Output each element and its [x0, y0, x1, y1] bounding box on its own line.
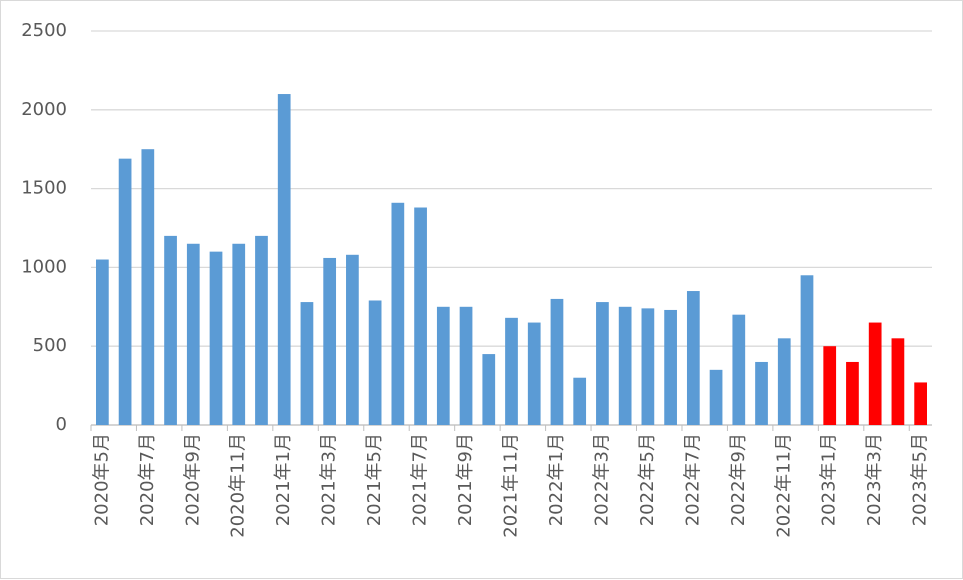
x-tick-label: 2022年3月	[591, 433, 612, 526]
bar	[846, 361, 859, 425]
x-tick-label: 2020年5月	[91, 433, 112, 526]
bar	[573, 377, 587, 425]
bar	[277, 94, 291, 425]
x-tick-label: 2020年11月	[228, 433, 249, 538]
bar	[323, 257, 337, 425]
bar	[664, 309, 677, 425]
bar	[823, 346, 837, 425]
bar	[596, 302, 609, 425]
x-tick-label: 2023年1月	[819, 433, 840, 526]
x-tick-label: 2021年11月	[501, 433, 522, 538]
bar	[300, 302, 314, 425]
x-tick-label: 2022年11月	[773, 433, 794, 538]
bar	[891, 338, 905, 425]
bar	[732, 314, 746, 425]
bar	[255, 235, 268, 425]
x-tick-label: 2022年7月	[682, 433, 703, 526]
x-tick-label: 2021年1月	[273, 433, 294, 526]
x-tick-label: 2020年9月	[182, 433, 203, 526]
bar	[391, 202, 405, 425]
x-tick-label: 2022年1月	[546, 433, 567, 526]
bar	[346, 254, 359, 425]
bar	[118, 158, 132, 425]
bar	[459, 306, 473, 425]
bar	[618, 306, 632, 425]
x-tick-label: 2021年3月	[319, 433, 340, 526]
x-tick-label: 2021年9月	[455, 433, 476, 526]
y-tick-label: 1500	[21, 178, 67, 199]
bar	[436, 306, 450, 425]
bar	[186, 243, 200, 425]
bar	[527, 322, 541, 425]
x-tick-label: 2023年3月	[864, 433, 885, 526]
bar	[755, 361, 768, 425]
y-tick-label: 2000	[21, 99, 67, 120]
x-tick-label: 2021年7月	[410, 433, 431, 526]
bar	[141, 149, 155, 425]
y-tick-label: 500	[33, 335, 67, 356]
x-tick-label: 2023年5月	[910, 433, 931, 526]
bar	[641, 308, 655, 425]
bar	[709, 369, 723, 425]
y-tick-label: 1000	[21, 256, 67, 277]
bar	[164, 235, 177, 425]
bar	[414, 207, 427, 425]
y-tick-label: 2500	[21, 20, 67, 41]
x-tick-label: 2022年9月	[728, 433, 749, 526]
bar	[868, 322, 882, 425]
bar	[686, 291, 700, 425]
bar	[800, 275, 814, 425]
x-tick-label: 2020年7月	[137, 433, 158, 526]
bar	[550, 298, 564, 425]
bar	[482, 354, 496, 425]
y-tick-label: 0	[56, 414, 67, 435]
x-tick-label: 2021年5月	[364, 433, 385, 526]
bar	[368, 300, 382, 425]
bar	[209, 251, 223, 425]
x-tick-label: 2022年5月	[637, 433, 658, 526]
bar	[914, 382, 927, 425]
bar	[96, 259, 109, 425]
bar	[232, 243, 246, 425]
bar	[777, 338, 791, 425]
bar	[505, 317, 518, 425]
